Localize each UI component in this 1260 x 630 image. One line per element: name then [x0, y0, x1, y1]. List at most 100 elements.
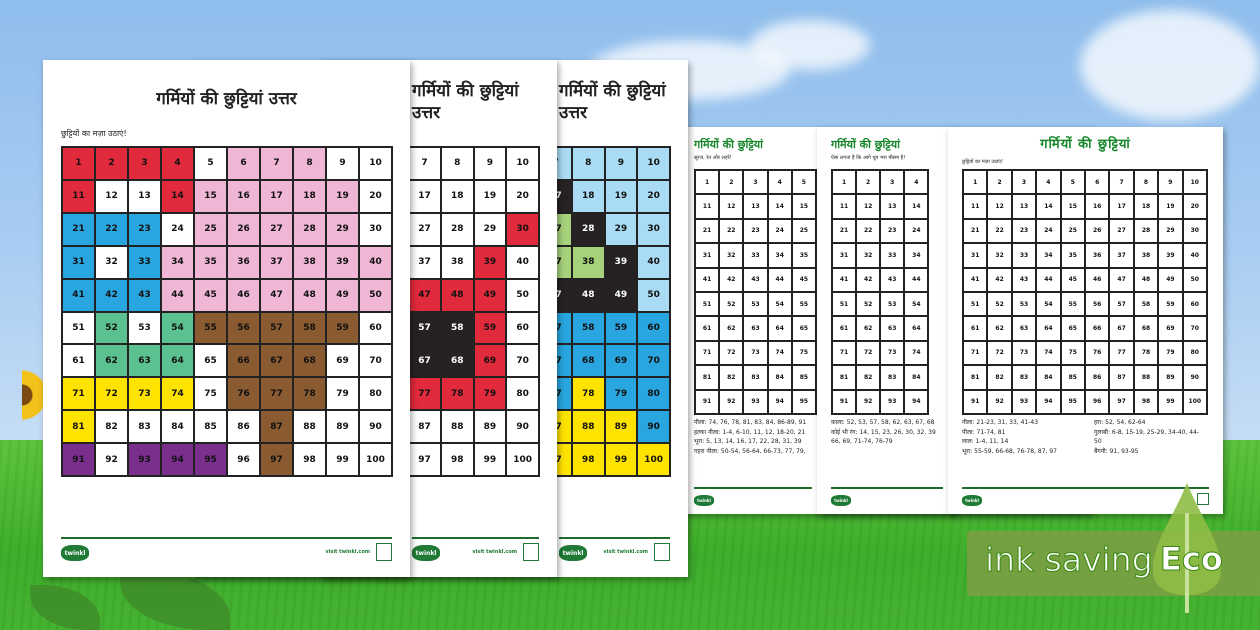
grid-cell: 10	[506, 147, 539, 180]
grid-cell: 27	[260, 212, 293, 246]
grid-cell: 24	[161, 212, 194, 246]
grid-cell: 20	[359, 179, 392, 213]
eco-label: Eco	[1160, 540, 1224, 579]
grid-cell: 23	[1011, 218, 1037, 244]
grid-cell: 60	[506, 311, 539, 345]
colour-key-line: कोई भी रंग: 14, 15, 23, 26, 30, 32, 39	[831, 428, 936, 436]
grid-cell: 94	[161, 443, 194, 476]
grid-cell: 64	[1036, 316, 1061, 341]
grid-cell: 100	[506, 443, 539, 476]
grid-cell: 2	[95, 147, 128, 180]
grid-cell: 86	[1084, 365, 1110, 390]
grid-cell: 50	[637, 278, 670, 312]
grid-cell: 60	[359, 311, 392, 345]
grid-cell: 55	[1060, 291, 1085, 317]
grid-cell: 12	[856, 194, 881, 219]
grid-cell: 82	[95, 410, 128, 444]
grid-cell: 37	[1109, 243, 1134, 268]
grid-cell: 5	[791, 170, 816, 195]
grid-cell: 22	[95, 212, 128, 246]
leaf-drop-icon	[1153, 483, 1221, 613]
grid-cell: 5	[1060, 170, 1085, 195]
grid-cell: 92	[95, 443, 128, 476]
colour-key-line: गहरा नीला: 50-54, 56-64, 66-73, 77, 79,	[694, 447, 806, 455]
grid-cell: 9	[1158, 170, 1183, 195]
grid-cell: 1	[62, 147, 95, 180]
twinkl-logo: twinkl	[61, 545, 89, 561]
cloud	[750, 20, 870, 70]
grid-cell: 57	[408, 311, 441, 345]
grid-cell: 27	[1109, 218, 1134, 244]
footer-line	[831, 487, 943, 489]
grid-cell: 2	[719, 170, 744, 195]
grid-cell: 66	[1084, 316, 1110, 341]
grid-cell: 48	[293, 278, 326, 312]
grid-cell: 24	[1036, 218, 1061, 244]
grid-cell: 85	[791, 365, 816, 390]
grid-cell: 96	[1084, 389, 1110, 414]
grid-cell: 30	[1182, 218, 1207, 244]
colour-key-line: भूरा: 55-59, 66-68, 76-78, 87, 97	[962, 447, 1057, 455]
grid-cell: 15	[194, 179, 227, 213]
grid-cell: 31	[62, 245, 95, 279]
twinkl-logo: twinkl	[831, 495, 851, 506]
grid-cell: 7	[408, 147, 441, 180]
grid-cell: 62	[856, 316, 881, 341]
answer-sheet: गर्मियों की छुट्टियां उत्तर छुट्टियों का …	[43, 60, 410, 577]
grid-cell: 54	[904, 291, 929, 317]
grid-cell: 44	[767, 267, 792, 292]
grid-cell: 91	[963, 389, 988, 414]
colour-key-line: काला: 52, 53, 57, 58, 62, 63, 67, 68	[831, 419, 935, 426]
grid-cell: 93	[743, 389, 768, 414]
grid-cell: 88	[440, 410, 474, 444]
grid-cell: 61	[832, 316, 857, 341]
grid-cell: 56	[227, 311, 260, 345]
grid-cell: 28	[293, 212, 326, 246]
grid-cell: 35	[194, 245, 227, 279]
grid-cell: 100	[359, 443, 392, 476]
number-grid: 1 2 3 4 5 11 12 13 14 15 21 22 23 24 25 31 32 33 34 35 41 42 4…	[694, 169, 817, 415]
grid-cell: 93	[880, 389, 905, 414]
grid-cell: 68	[1133, 316, 1159, 341]
grid-cell: 12	[95, 179, 128, 213]
grid-cell: 63	[1011, 316, 1037, 341]
grid-cell: 73	[1011, 340, 1037, 366]
grid-cell: 51	[963, 291, 988, 317]
sheet-subtitle: छुट्टियों का मज़ा उठाएं!	[962, 159, 1004, 165]
grid-cell: 54	[161, 311, 194, 345]
grid-cell: 50	[359, 278, 392, 312]
grid-cell: 88	[571, 410, 605, 444]
grid-cell: 62	[95, 344, 128, 378]
grid-cell: 52	[95, 311, 128, 345]
grid-cell: 92	[719, 389, 744, 414]
grid-cell: 72	[95, 377, 128, 411]
grid-cell: 38	[440, 245, 474, 279]
grid-cell: 9	[473, 147, 507, 180]
grid-cell: 69	[1158, 316, 1183, 341]
grid-cell: 89	[1158, 365, 1183, 390]
grid-cell: 77	[260, 377, 293, 411]
grid-cell: 95	[791, 389, 816, 414]
grid-cell: 13	[743, 194, 768, 219]
grid-cell: 58	[571, 311, 605, 345]
eco-print-badge-icon	[1197, 493, 1209, 505]
grid-cell: 36	[1084, 243, 1110, 268]
grid-cell: 90	[359, 410, 392, 444]
grid-cell: 23	[128, 212, 161, 246]
activity-sheet: गर्मियों की छुट्टियां छुट्टियों का मज़ा उ…	[948, 127, 1223, 514]
grid-cell: 15	[791, 194, 816, 219]
grid-cell: 90	[637, 410, 670, 444]
grid-cell: 70	[359, 344, 392, 378]
grid-cell: 34	[767, 243, 792, 268]
grid-cell: 49	[326, 278, 359, 312]
grid-cell: 41	[62, 278, 95, 312]
sheet-subtitle: सूरज, रेत और लहरें!	[694, 155, 732, 161]
grid-cell: 24	[767, 218, 792, 244]
grid-cell: 48	[571, 278, 605, 312]
grid-cell: 90	[1182, 365, 1207, 390]
grid-cell: 58	[293, 311, 326, 345]
grid-cell: 24	[904, 218, 929, 244]
grid-cell: 47	[1109, 267, 1134, 292]
grid-cell: 74	[767, 340, 792, 366]
grid-cell: 62	[719, 316, 744, 341]
